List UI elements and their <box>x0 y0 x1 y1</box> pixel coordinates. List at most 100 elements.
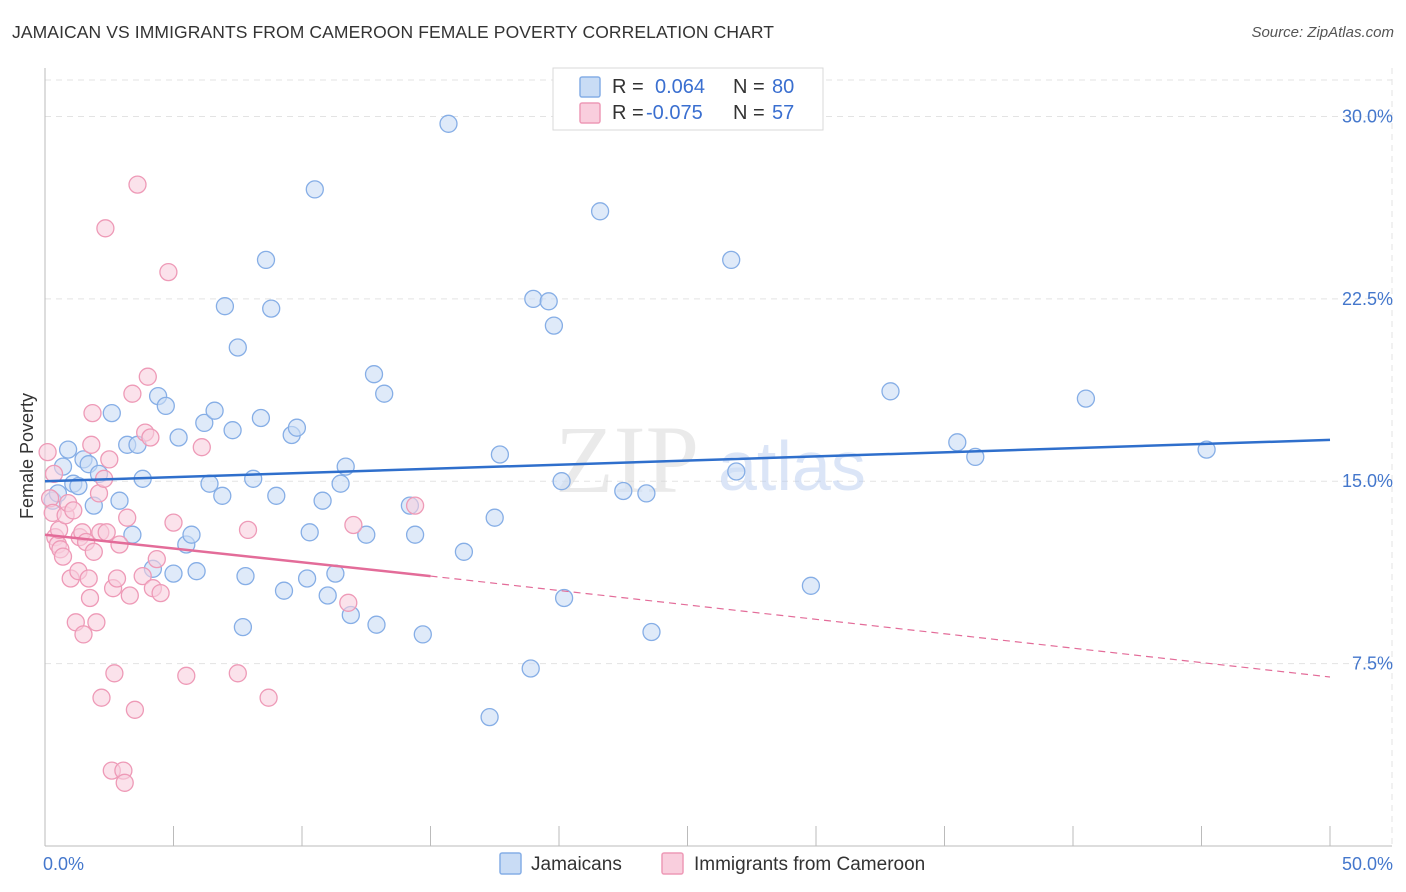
point-jamaicans-0-43 <box>305 180 324 199</box>
point-cameroon-1-56 <box>238 520 258 540</box>
bottom-legend-swatch-cameroon <box>661 852 684 875</box>
point-jamaicans-0-38 <box>274 581 294 600</box>
y-tick-labels: 7.5% 15.0% 22.5% 30.0% <box>1342 106 1393 673</box>
point-jamaicans-0-69 <box>614 481 633 501</box>
point-jamaicans-0-71 <box>642 622 661 642</box>
point-jamaicans-0-36 <box>262 299 281 318</box>
point-jamaicans-0-59 <box>480 707 499 727</box>
point-jamaicans-0-53 <box>375 384 394 403</box>
legend-swatch-cameroon <box>579 102 601 124</box>
point-cameroon-2-2 <box>344 515 363 535</box>
point-jamaicans-0-51 <box>364 365 384 384</box>
point-jamaicans-0-33 <box>244 469 263 488</box>
point-jamaicans-0-28 <box>215 297 235 316</box>
point-cameroon-1-17 <box>74 625 93 644</box>
point-jamaicans-0-44 <box>313 491 332 510</box>
point-cameroon-1-22 <box>83 403 102 423</box>
point-jamaicans-0-42 <box>300 523 319 542</box>
point-jamaicans-0-35 <box>256 250 276 270</box>
bottom-legend-label-jamaicans: Jamaicans <box>531 854 622 875</box>
point-jamaicans-0-78 <box>1076 389 1096 408</box>
point-cameroon-2-0 <box>259 688 278 707</box>
bottom-legend: Jamaicans Immigrants from Cameroon <box>499 852 925 875</box>
point-cameroon-1-35 <box>107 569 127 588</box>
point-jamaicans-0-75 <box>881 382 900 401</box>
point-jamaicans-0-79 <box>1197 440 1216 459</box>
point-jamaicans-0-57 <box>439 114 458 133</box>
point-jamaicans-0-55 <box>405 525 425 544</box>
point-cameroon-1-55 <box>228 664 247 683</box>
point-cameroon-1-44 <box>133 566 152 586</box>
point-cameroon-1-30 <box>97 523 116 542</box>
legend-n-label-jamaicans: N = <box>733 76 765 98</box>
y-tick-label-1: 15.0% <box>1342 471 1393 491</box>
point-cameroon-1-12 <box>64 501 83 520</box>
point-jamaicans-0-41 <box>297 569 317 588</box>
chart-title: JAMAICAN VS IMMIGRANTS FROM CAMEROON FEM… <box>12 22 775 42</box>
point-jamaicans-0-65 <box>544 316 564 335</box>
point-cameroon-1-3 <box>44 464 64 484</box>
point-jamaicans-0-27 <box>213 486 232 505</box>
point-jamaicans-0-18 <box>156 396 175 416</box>
point-cameroon-1-50 <box>151 583 170 603</box>
point-cameroon-1-52 <box>164 513 183 532</box>
legend-r-value-cameroon: -0.075 <box>646 102 703 124</box>
point-cameroon-1-8 <box>53 547 73 566</box>
point-jamaicans-0-68 <box>590 202 610 221</box>
point-jamaicans-0-37 <box>267 486 286 505</box>
watermark: ZIP atlas <box>555 406 866 513</box>
point-jamaicans-0-31 <box>233 617 253 637</box>
trend-line-cameroon-dashed <box>430 575 1331 678</box>
y-axis-title: Female Poverty <box>17 393 37 519</box>
point-cameroon-1-46 <box>138 367 157 386</box>
point-jamaicans-0-50 <box>357 525 376 544</box>
point-cameroon-1-24 <box>87 613 106 632</box>
chart-source: Source: ZipAtlas.com <box>1251 24 1394 41</box>
point-jamaicans-0-40 <box>287 418 307 437</box>
top-legend: R = 0.064 N = 80 R = -0.075 N = 57 <box>552 67 824 131</box>
y-tick-label-0: 7.5% <box>1352 654 1393 674</box>
point-jamaicans-0-62 <box>521 659 540 678</box>
legend-r-label-cameroon: R = <box>612 102 644 124</box>
point-jamaicans-0-25 <box>200 474 219 493</box>
legend-swatch-jamaicans <box>579 76 601 98</box>
legend-n-value-cameroon: 57 <box>772 102 794 124</box>
point-jamaicans-0-30 <box>228 338 247 357</box>
point-jamaicans-0-61 <box>490 445 510 464</box>
point-jamaicans-0-66 <box>552 472 571 491</box>
x-tick-label-1: 50.0% <box>1342 854 1393 874</box>
point-jamaicans-0-74 <box>801 576 821 595</box>
legend-r-value-jamaicans: 0.064 <box>655 76 705 98</box>
point-jamaicans-0-26 <box>205 401 224 420</box>
y-tick-label-3: 30.0% <box>1342 106 1393 126</box>
point-jamaicans-0-22 <box>182 525 201 544</box>
point-jamaicans-0-63 <box>524 289 543 309</box>
point-cameroon-1-19 <box>79 569 98 588</box>
point-cameroon-1-34 <box>105 664 124 683</box>
point-jamaicans-0-47 <box>331 474 350 493</box>
point-jamaicans-0-3 <box>58 440 78 459</box>
point-cameroon-1-29 <box>96 219 115 238</box>
trend-layer <box>44 438 1331 678</box>
trend-line-jamaicans <box>44 438 1331 483</box>
x-tick-labels: 0.0% 50.0% <box>43 854 1393 874</box>
bottom-legend-swatch-jamaicans <box>499 852 522 875</box>
point-cameroon-1-49 <box>147 549 166 569</box>
point-jamaicans-0-73 <box>727 462 746 481</box>
point-jamaicans-0-5 <box>69 476 88 496</box>
x-tick-label-0: 0.0% <box>43 854 84 874</box>
point-cameroon-1-27 <box>92 688 111 707</box>
bottom-legend-label-cameroon: Immigrants from Cameroon <box>694 854 925 875</box>
trend-line-cameroon-solid <box>44 533 431 578</box>
point-cameroon-1-0 <box>38 442 57 462</box>
point-cameroon-1-31 <box>100 450 119 469</box>
point-cameroon-2-1 <box>339 593 358 612</box>
point-jamaicans-0-72 <box>722 250 741 270</box>
point-cameroon-2-3 <box>405 496 425 515</box>
y-tick-label-2: 22.5% <box>1342 289 1393 309</box>
point-cameroon-1-54 <box>192 438 211 457</box>
point-cameroon-1-39 <box>118 508 137 527</box>
legend-r-label-jamaicans: R = <box>612 76 644 98</box>
point-cameroon-1-43 <box>128 175 147 194</box>
